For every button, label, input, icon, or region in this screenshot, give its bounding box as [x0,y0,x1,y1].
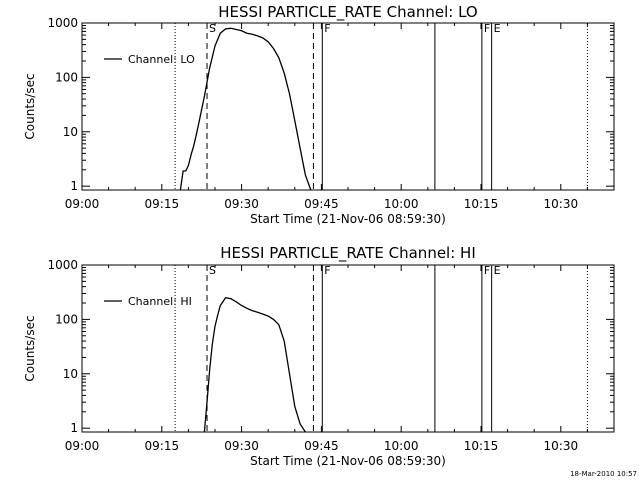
panel-1-x-tick-label: 09:00 [65,197,100,211]
panel-1-x-axis-label: Start Time (21-Nov-06 08:59:30) [250,212,446,226]
panel-2-x-tick-label: 09:00 [65,439,100,453]
panel-2-y-tick-label: 10 [63,367,78,381]
panel-1-series-line [179,27,312,191]
panel-1-y-tick-label: 10 [63,125,78,139]
panel-2-x-tick-label: 10:00 [384,439,419,453]
panel-2-x-tick-label: 09:30 [224,439,259,453]
panel-1-y-tick-label: 1000 [47,16,78,30]
panel-1-event-label: F [324,22,330,35]
panel-2-title: HESSI PARTICLE_RATE Channel: HI [220,244,476,263]
panel-2-x-tick-label: 10:30 [544,439,579,453]
panel-1-event-label: S [209,22,216,35]
panel-1-legend-label: Channel: LO [128,53,195,66]
panel-2-y-tick-label: 100 [55,312,78,326]
panel-1-plot-frame [81,22,615,191]
panel-1-y-tick-label: 100 [55,70,78,84]
panel-1-x-tick-label: 09:45 [304,197,339,211]
panel-1-x-tick-label: 10:15 [464,197,499,211]
panel-2-y-tick-label: 1000 [47,258,78,272]
panel-2-plot-frame [81,264,615,433]
panel-1-event-label: E [494,22,501,35]
panel-1-y-tick-label: 1 [70,179,78,193]
panel-2-y-axis-label: Counts/sec [23,315,37,381]
panel-2-legend-label: Channel: HI [128,295,192,308]
panel-1-x-tick-label: 09:15 [145,197,180,211]
panel-2-x-tick-label: 09:15 [145,439,180,453]
footer-timestamp: 18-Mar-2010 10:57 [570,470,637,478]
panel-2-x-tick-label: 09:45 [304,439,339,453]
panel-2-y-tick-label: 1 [70,421,78,435]
panel-2-series-line [203,296,306,433]
panel-2-event-label: S [209,264,216,277]
panel-1-y-axis-label: Counts/sec [23,73,37,139]
panel-2-event-label: E [494,264,501,277]
panel-2-x-axis-label: Start Time (21-Nov-06 08:59:30) [250,454,446,468]
panel-1-title: HESSI PARTICLE_RATE Channel: LO [218,3,477,22]
panel-2-x-tick-label: 10:15 [464,439,499,453]
panel-2-event-label: F [484,264,490,277]
panel-2-event-label: F [324,264,330,277]
panel-1-x-tick-label: 10:30 [544,197,579,211]
panel-1-x-tick-label: 10:00 [384,197,419,211]
panel-1-event-label: F [484,22,490,35]
panel-1-x-tick-label: 09:30 [224,197,259,211]
